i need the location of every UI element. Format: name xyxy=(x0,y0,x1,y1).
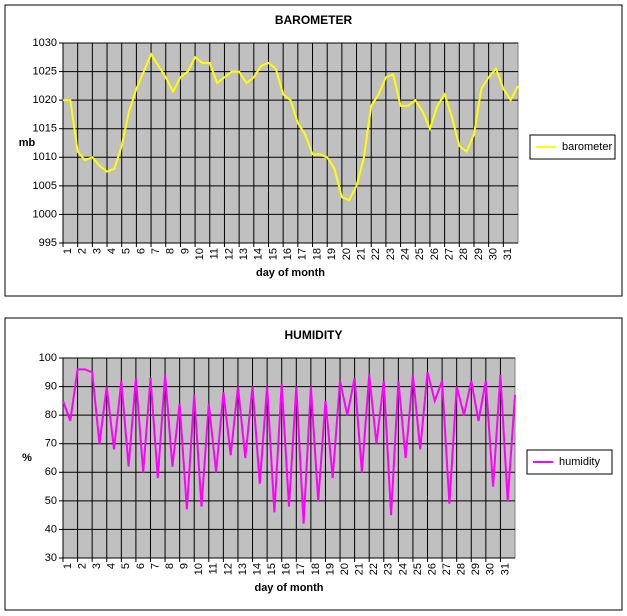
x-tick-label: 26 xyxy=(429,248,441,260)
x-tick-label: 2 xyxy=(76,563,88,569)
x-tick-label: 14 xyxy=(251,563,263,575)
x-tick-label: 18 xyxy=(311,248,323,260)
x-tick-label: 17 xyxy=(295,563,307,575)
x-tick-label: 23 xyxy=(385,248,397,260)
series-line xyxy=(62,368,516,524)
y-tick-label: 1010 xyxy=(33,151,57,163)
x-axis-label: day of month xyxy=(256,267,325,279)
x-tick-label: 17 xyxy=(297,248,309,260)
legend-label: humidity xyxy=(559,456,600,468)
x-tick-label: 8 xyxy=(165,248,177,254)
x-tick-label: 24 xyxy=(397,563,409,575)
x-tick-label: 29 xyxy=(473,248,485,260)
x-axis-label: day of month xyxy=(254,582,323,594)
x-tick-label: 18 xyxy=(310,563,322,575)
y-tick-label: 1005 xyxy=(33,180,57,192)
y-tick-label: 1030 xyxy=(33,37,57,49)
chart-title: HUMIDITY xyxy=(285,328,343,342)
legend-label: barometer xyxy=(562,141,612,153)
x-tick-label: 23 xyxy=(383,563,395,575)
x-tick-label: 4 xyxy=(106,248,118,254)
x-tick-label: 31 xyxy=(499,563,511,575)
x-tick-label: 30 xyxy=(485,563,497,575)
x-tick-label: 28 xyxy=(456,563,468,575)
y-axis-label: % xyxy=(22,452,32,464)
x-tick-label: 2 xyxy=(77,248,89,254)
y-tick-label: 80 xyxy=(45,409,57,421)
x-tick-label: 14 xyxy=(253,248,265,260)
y-tick-label: 1020 xyxy=(33,94,57,106)
x-tick-label: 15 xyxy=(267,248,279,260)
x-tick-label: 5 xyxy=(120,563,132,569)
y-axis-label: mb xyxy=(19,137,36,149)
y-tick-label: 40 xyxy=(45,523,57,535)
x-tick-label: 6 xyxy=(135,563,147,569)
x-tick-label: 9 xyxy=(179,248,191,254)
x-tick-label: 20 xyxy=(339,563,351,575)
x-tick-label: 16 xyxy=(281,563,293,575)
x-tick-label: 1 xyxy=(62,563,74,569)
x-tick-label: 10 xyxy=(194,248,206,260)
x-tick-label: 13 xyxy=(237,563,249,575)
x-tick-label: 12 xyxy=(222,563,234,575)
y-tick-label: 1025 xyxy=(33,65,57,77)
x-tick-label: 21 xyxy=(355,248,367,260)
x-tick-label: 10 xyxy=(193,563,205,575)
x-tick-label: 20 xyxy=(341,248,353,260)
y-tick-label: 50 xyxy=(45,495,57,507)
x-tick-label: 21 xyxy=(354,563,366,575)
x-tick-label: 6 xyxy=(135,248,147,254)
x-tick-label: 19 xyxy=(324,563,336,575)
x-tick-label: 22 xyxy=(370,248,382,260)
x-tick-label: 30 xyxy=(488,248,500,260)
x-tick-label: 3 xyxy=(91,563,103,569)
plot-area xyxy=(62,42,519,244)
y-tick-label: 100 xyxy=(39,352,57,364)
x-tick-label: 27 xyxy=(444,248,456,260)
x-tick-label: 7 xyxy=(150,248,162,254)
x-tick-label: 27 xyxy=(441,563,453,575)
x-tick-label: 25 xyxy=(414,248,426,260)
x-tick-label: 28 xyxy=(458,248,470,260)
x-tick-label: 11 xyxy=(209,248,221,259)
x-tick-label: 31 xyxy=(502,248,514,260)
x-tick-label: 29 xyxy=(470,563,482,575)
x-tick-label: 5 xyxy=(121,248,133,254)
y-tick-label: 30 xyxy=(45,552,57,564)
x-tick-label: 7 xyxy=(149,563,161,569)
x-tick-label: 26 xyxy=(426,563,438,575)
chart-title: BAROMETER xyxy=(275,13,353,27)
y-tick-label: 70 xyxy=(45,438,57,450)
x-tick-label: 11 xyxy=(208,563,220,574)
x-tick-label: 22 xyxy=(368,563,380,575)
series-line xyxy=(63,52,519,202)
plot-area xyxy=(62,357,516,559)
x-tick-label: 25 xyxy=(412,563,424,575)
x-tick-label: 3 xyxy=(91,248,103,254)
x-tick-label: 24 xyxy=(399,248,411,260)
x-tick-label: 19 xyxy=(326,248,338,260)
y-tick-label: 60 xyxy=(45,466,57,478)
x-tick-label: 4 xyxy=(106,563,118,569)
x-tick-label: 9 xyxy=(179,563,191,569)
y-tick-label: 1000 xyxy=(33,208,57,220)
x-tick-label: 1 xyxy=(62,248,74,254)
x-tick-label: 13 xyxy=(238,248,250,260)
x-tick-label: 16 xyxy=(282,248,294,260)
x-tick-label: 8 xyxy=(164,563,176,569)
x-tick-label: 12 xyxy=(223,248,235,260)
y-tick-label: 90 xyxy=(45,380,57,392)
y-tick-label: 995 xyxy=(39,237,57,249)
y-tick-label: 1015 xyxy=(33,123,57,135)
x-tick-label: 15 xyxy=(266,563,278,575)
